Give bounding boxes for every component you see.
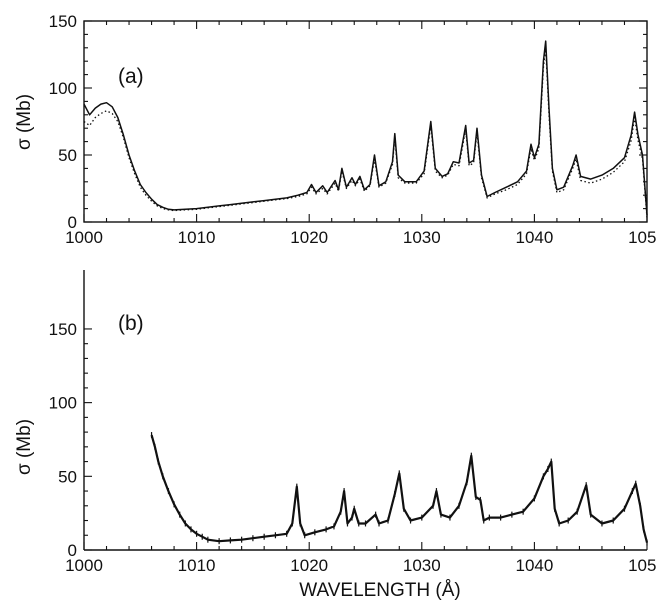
y-tick-label: 50 (58, 146, 77, 165)
x-tick-label: 1010 (178, 228, 216, 247)
series-line-b-measured (150, 434, 649, 543)
y-tick-label: 150 (49, 320, 77, 339)
y-tick-label: 0 (68, 213, 77, 232)
x-tick-label: 1040 (515, 556, 553, 575)
x-tick-label: 1010 (178, 556, 216, 575)
x-tick-label: 1020 (290, 556, 328, 575)
panel-label-a: (a) (118, 65, 144, 88)
series-line-a-solid (83, 40, 648, 216)
plot-frame-a (83, 20, 648, 223)
y-tick-label: 150 (49, 12, 77, 31)
y-axis-title-a: σ (Mb) (14, 94, 35, 150)
y-tick-label: 100 (49, 79, 77, 98)
y-axis-title-b: σ (Mb) (14, 419, 35, 475)
series-line-a-dotted (83, 47, 648, 219)
series-a (83, 40, 648, 219)
y-tick-label: 50 (58, 467, 77, 486)
x-tick-label: 1020 (290, 228, 328, 247)
y-tick-label: 0 (68, 541, 77, 560)
panel-label-b: (b) (118, 312, 144, 335)
x-tick-label: 1030 (403, 556, 441, 575)
x-tick-label: 1000 (65, 228, 103, 247)
x-axis-title-b: WAVELENGTH (Å) (299, 580, 461, 601)
y-tick-label: 100 (49, 394, 77, 413)
axes-b (83, 270, 647, 551)
x-tick-label: 1040 (515, 228, 553, 247)
x-tick-label: 1000 (65, 556, 103, 575)
x-tick-label: 1030 (403, 228, 441, 247)
series-b (150, 432, 649, 546)
